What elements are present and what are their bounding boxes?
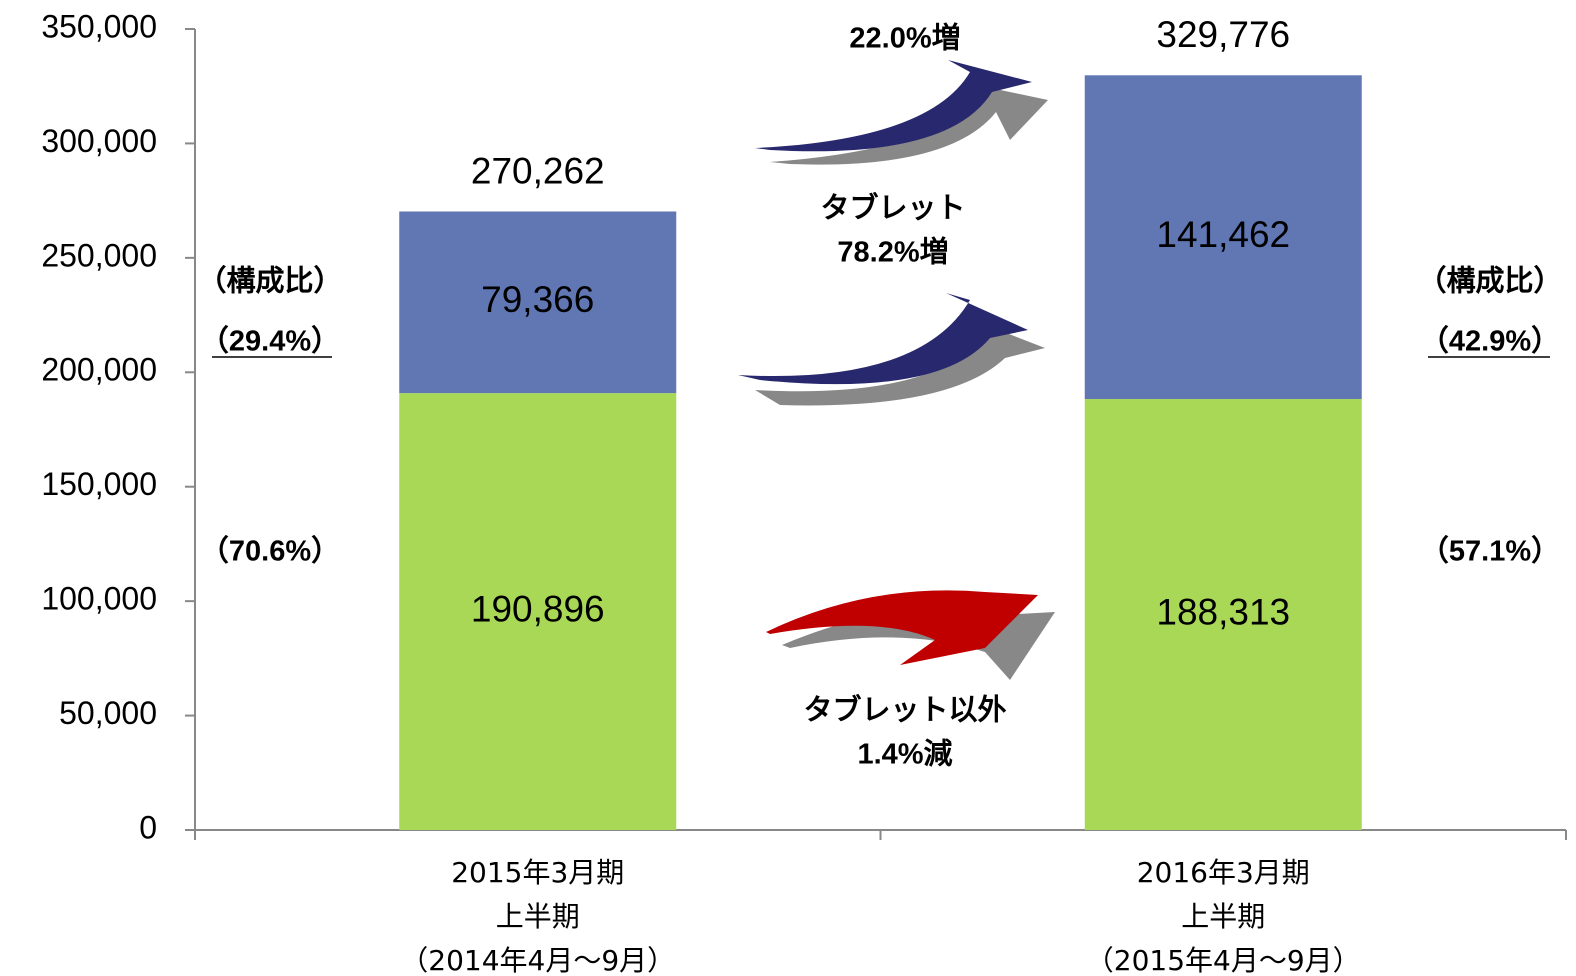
value-label: 188,313 <box>1156 591 1290 632</box>
value-label: 79,366 <box>481 279 594 320</box>
x-tick-label: 2015年3月期 <box>451 856 624 889</box>
annotation: （構成比） <box>1417 265 1562 298</box>
bar-segment <box>399 393 677 830</box>
annotation: 1.4%減 <box>857 738 952 771</box>
y-tick-label: 100,000 <box>41 581 157 617</box>
annotation: 22.0%増 <box>849 22 960 55</box>
bar-segment <box>1084 75 1362 400</box>
annotation: （57.1%） <box>1420 535 1560 568</box>
y-tick-label: 0 <box>139 809 157 845</box>
annotation: （構成比） <box>197 265 342 298</box>
y-tick-label: 250,000 <box>41 237 157 273</box>
arrows <box>738 60 1055 680</box>
y-tick-label: 300,000 <box>41 123 157 159</box>
x-tick-label: 上半期 <box>1181 900 1265 933</box>
bar-segment <box>1084 399 1362 830</box>
x-tick-label: 2016年3月期 <box>1137 856 1310 889</box>
annotation: タブレット <box>820 191 965 225</box>
annotation: タブレット以外 <box>803 693 1006 727</box>
total-label: 329,776 <box>1156 14 1290 55</box>
bar-segment <box>399 211 677 394</box>
y-tick-label: 50,000 <box>59 695 157 731</box>
annotation: 78.2%増 <box>837 236 948 269</box>
x-tick-label: 上半期 <box>496 900 580 933</box>
x-tick-label: （2015年4月～9月） <box>1086 944 1361 976</box>
x-tick-label: （2014年4月～9月） <box>400 944 675 976</box>
value-label: 190,896 <box>471 588 605 629</box>
annotation: （42.9%） <box>1420 325 1560 358</box>
annotation: （29.4%） <box>200 325 340 358</box>
annotation: （70.6%） <box>200 535 340 568</box>
y-tick-label: 350,000 <box>41 8 157 44</box>
y-tick-label: 200,000 <box>41 352 157 388</box>
total-label: 270,262 <box>471 150 605 191</box>
value-label: 141,462 <box>1156 214 1290 255</box>
y-tick-label: 150,000 <box>41 466 157 502</box>
